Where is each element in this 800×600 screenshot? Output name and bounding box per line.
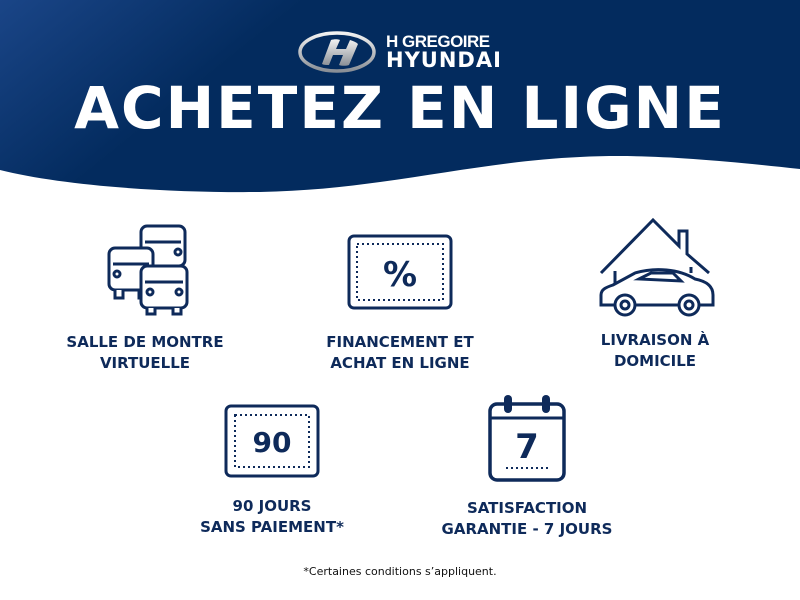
feature-home-delivery[interactable]: LIVRAISON À DOMICILE [595,215,715,374]
feature-label-line2: DOMICILE [613,352,697,370]
ticket-90-icon: 90 [224,404,320,478]
feature-90-days[interactable]: 90 90 JOURS SANS PAIEMENT* [200,402,344,540]
feature-label-line2: GARANTIE - 7 JOURS [441,520,613,538]
seven-symbol: 7 [515,427,539,467]
dealer-name: GREGOIRE [402,32,490,51]
house-car-icon [599,217,715,317]
feature-label-line1: SATISFACTION [466,499,588,517]
calendar-7-icon: 7 [488,395,566,482]
feature-label-line2: ACHAT EN LIGNE [330,354,470,372]
feature-label-line1: 90 JOURS [232,497,312,515]
dealer-logo[interactable]: H GREGOIRE HYUNDAI [298,30,502,74]
feature-label-line2: VIRTUELLE [99,354,191,372]
feature-label-line1: SALLE DE MONTRE [66,333,224,351]
feature-label-line1: FINANCEMENT ET [326,333,474,351]
feature-label-line2: SANS PAIEMENT* [200,518,344,536]
percent-symbol: % [383,255,417,295]
monogram: H [386,32,398,51]
feature-online-financing[interactable]: % FINANCEMENT ET ACHAT EN LIGNE [326,232,474,376]
hero-banner [0,0,800,193]
cars-showroom-icon [107,224,189,316]
footnote: *Certaines conditions s’appliquent. [303,565,497,578]
headline: ACHETEZ EN LIGNE [74,74,726,142]
ninety-symbol: 90 [253,426,292,459]
feature-virtual-showroom[interactable]: SALLE DE MONTRE VIRTUELLE [66,220,224,376]
make-name: HYUNDAI [386,48,502,72]
percent-ticket-icon: % [347,234,453,310]
feature-satisfaction[interactable]: 7 SATISFACTION GARANTIE - 7 JOURS [442,392,612,542]
feature-label-line1: LIVRAISON À [600,331,710,349]
hyundai-logo-icon [298,31,376,73]
